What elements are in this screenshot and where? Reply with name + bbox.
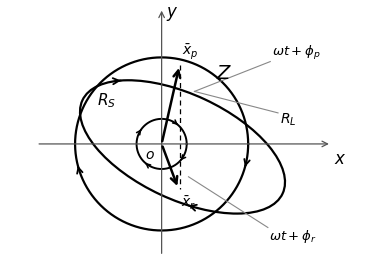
- Text: $R_L$: $R_L$: [280, 112, 296, 128]
- Text: $y$: $y$: [166, 6, 178, 23]
- Text: $x$: $x$: [334, 150, 346, 168]
- Text: $\omega t + \phi_r$: $\omega t + \phi_r$: [269, 228, 316, 245]
- Text: $\bar{x}_p$: $\bar{x}_p$: [182, 43, 198, 62]
- Text: $R_S$: $R_S$: [97, 92, 116, 110]
- Text: $\omega t + \phi_p$: $\omega t + \phi_p$: [272, 44, 321, 62]
- Text: $\bar{x}_r$: $\bar{x}_r$: [181, 195, 196, 212]
- Text: $Z$: $Z$: [216, 64, 232, 83]
- Text: $o$: $o$: [145, 148, 155, 162]
